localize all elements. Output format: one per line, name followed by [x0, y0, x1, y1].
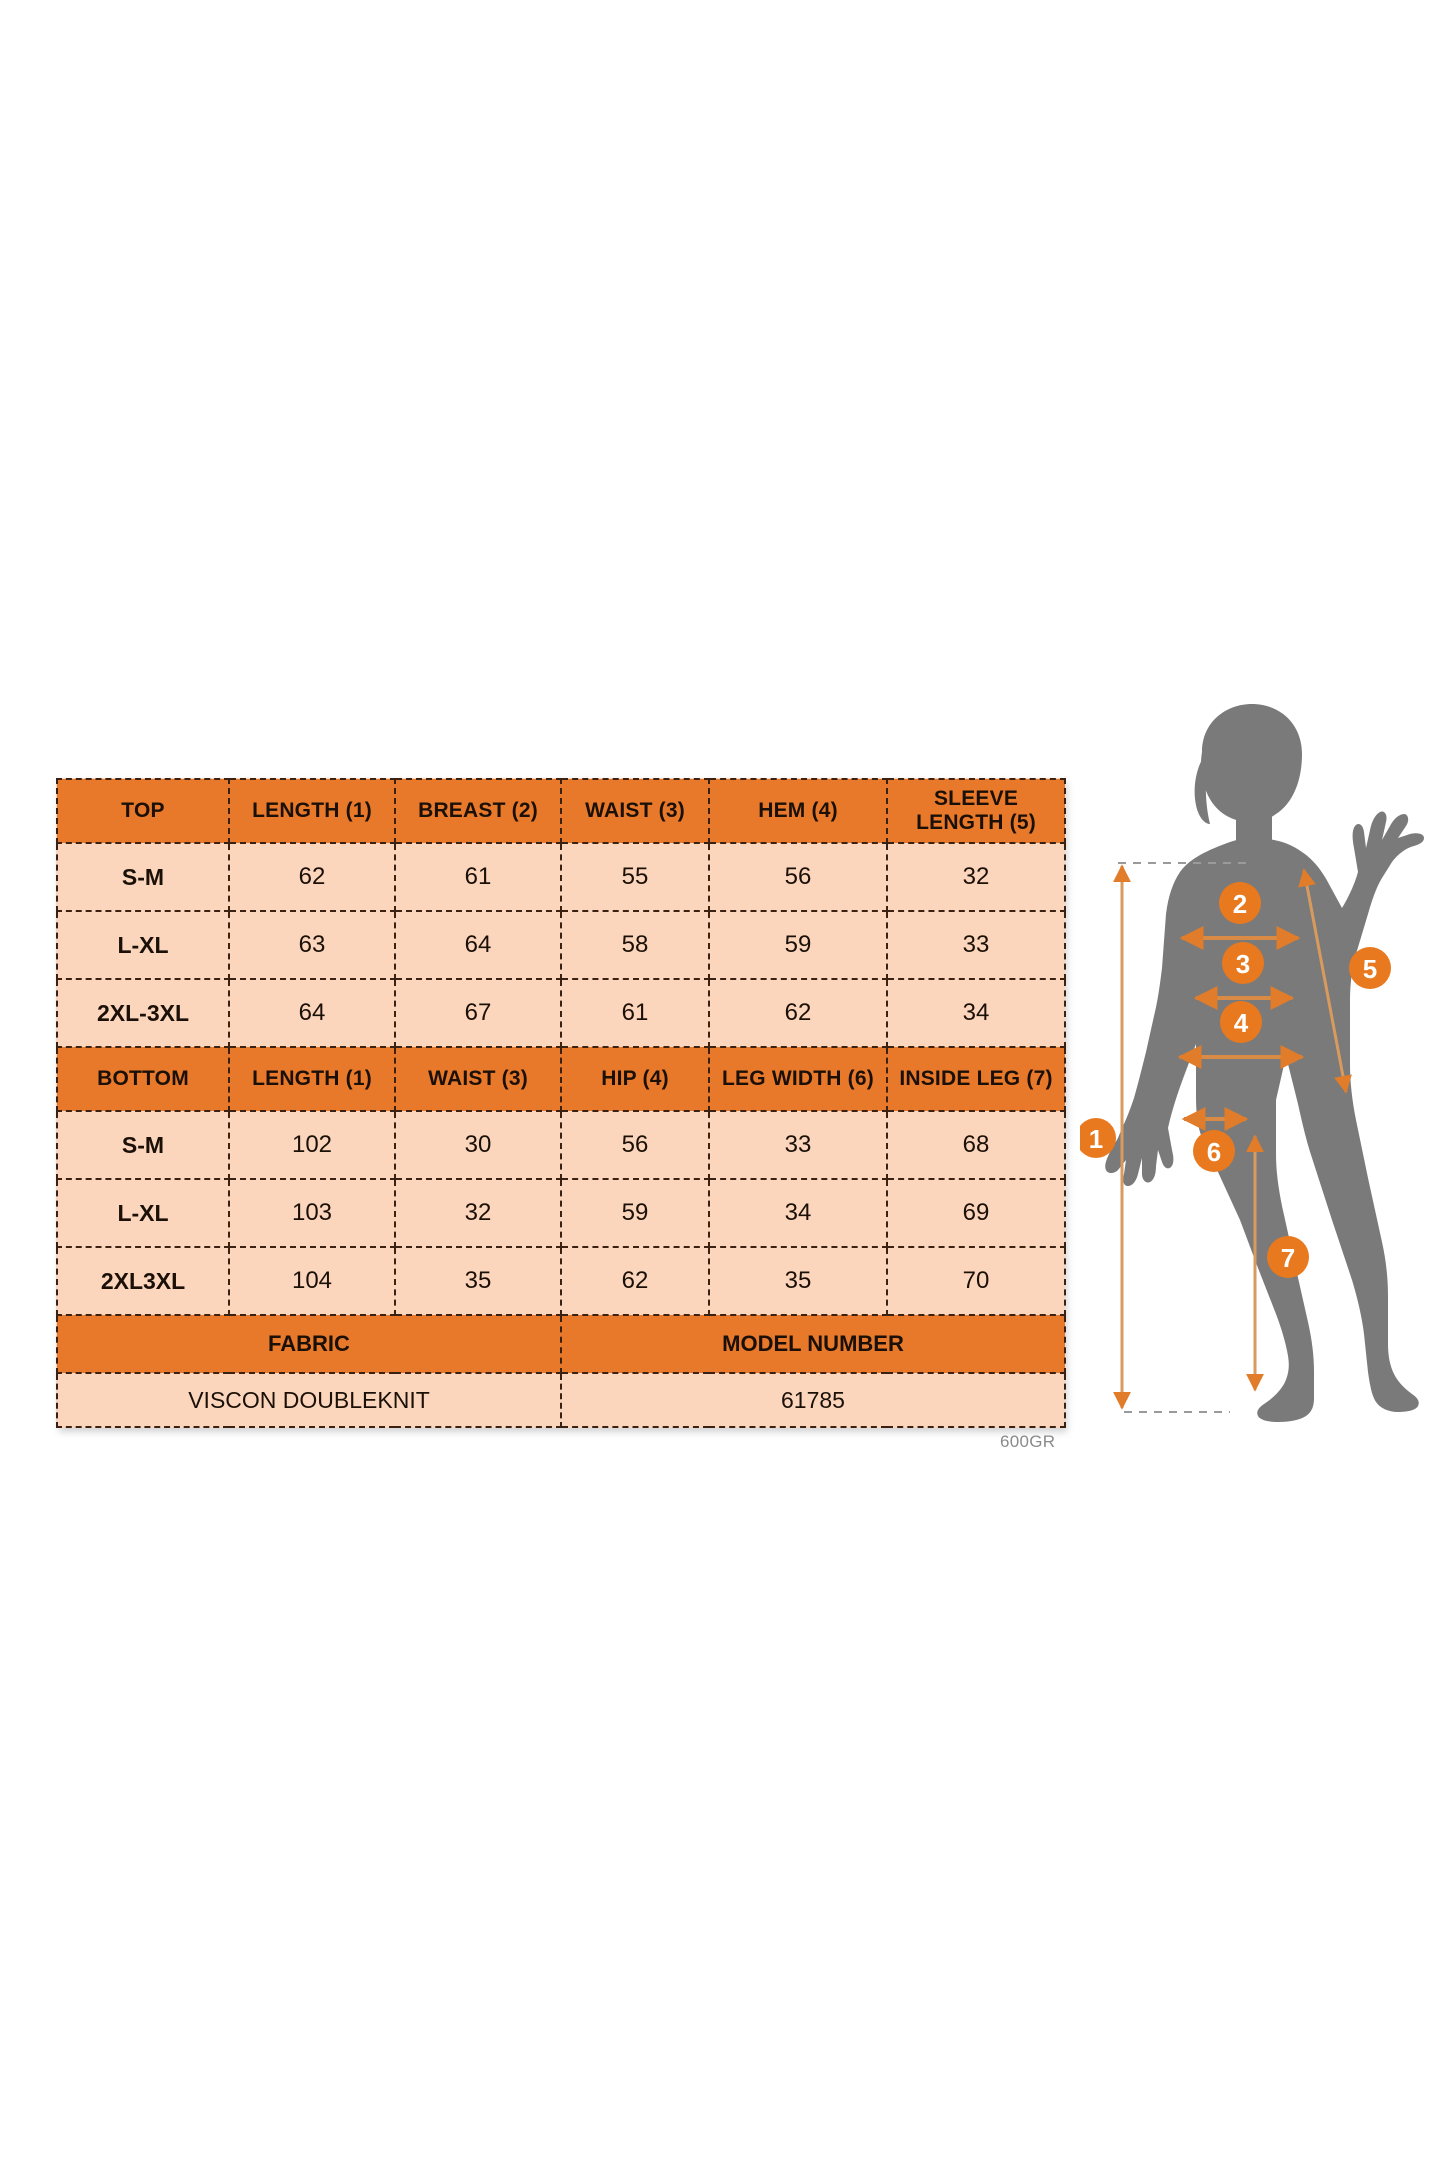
top-cell-0-2: 55	[560, 842, 710, 912]
bottom-size-label-2: 2XL3XL	[56, 1246, 230, 1316]
model-number-header: MODEL NUMBER	[560, 1314, 1066, 1374]
measure-badge-3: 3	[1222, 942, 1264, 984]
bottom-cell-2-4: 70	[886, 1246, 1066, 1316]
top-header-cell-4: HEM (4)	[708, 778, 888, 844]
table-row: L-XL 63 64 58 59 33	[56, 910, 1066, 980]
top-cell-1-0: 63	[228, 910, 396, 980]
top-cell-1-3: 59	[708, 910, 888, 980]
top-cell-2-4: 34	[886, 978, 1066, 1048]
bottom-header-cell-5: INSIDE LEG (7)	[886, 1046, 1066, 1112]
measure-badge-3-label: 3	[1236, 949, 1250, 979]
bottom-cell-0-1: 30	[394, 1110, 562, 1180]
bottom-size-label-0: S-M	[56, 1110, 230, 1180]
table-row: 2XL3XL 104 35 62 35 70	[56, 1246, 1066, 1316]
bottom-cell-1-1: 32	[394, 1178, 562, 1248]
bottom-header-cell-4: LEG WIDTH (6)	[708, 1046, 888, 1112]
bottom-cell-2-3: 35	[708, 1246, 888, 1316]
bottom-cell-2-0: 104	[228, 1246, 396, 1316]
footer-header-row: FABRIC MODEL NUMBER	[56, 1314, 1066, 1374]
bottom-cell-1-3: 34	[708, 1178, 888, 1248]
bottom-cell-0-3: 33	[708, 1110, 888, 1180]
bottom-cell-0-4: 68	[886, 1110, 1066, 1180]
bottom-header-cell-3: HIP (4)	[560, 1046, 710, 1112]
table-row: L-XL 103 32 59 34 69	[56, 1178, 1066, 1248]
top-cell-2-3: 62	[708, 978, 888, 1048]
fabric-weight-note: 600GR	[1000, 1432, 1056, 1451]
top-cell-0-4: 32	[886, 842, 1066, 912]
top-cell-0-3: 56	[708, 842, 888, 912]
female-silhouette-icon	[1105, 704, 1424, 1422]
model-number-value: 61785	[560, 1372, 1066, 1428]
top-cell-1-2: 58	[560, 910, 710, 980]
bottom-size-label-1: L-XL	[56, 1178, 230, 1248]
footer-value-row: VISCON DOUBLEKNIT 61785	[56, 1372, 1066, 1428]
measure-badge-2-label: 2	[1233, 889, 1247, 919]
bottom-cell-1-4: 69	[886, 1178, 1066, 1248]
top-cell-0-0: 62	[228, 842, 396, 912]
measure-badge-1: 1	[1080, 1118, 1116, 1158]
bottom-header-cell-1: LENGTH (1)	[228, 1046, 396, 1112]
top-header-cell-5: SLEEVE LENGTH (5)	[886, 778, 1066, 844]
top-header-cell-0: TOP	[56, 778, 230, 844]
top-cell-2-2: 61	[560, 978, 710, 1048]
fabric-header: FABRIC	[56, 1314, 562, 1374]
measure-badge-4-label: 4	[1234, 1008, 1249, 1038]
top-header-cell-1: LENGTH (1)	[228, 778, 396, 844]
measure-badge-1-label: 1	[1089, 1124, 1103, 1154]
top-header-cell-3: WAIST (3)	[560, 778, 710, 844]
measure-badge-5: 5	[1349, 947, 1391, 989]
bottom-cell-1-2: 59	[560, 1178, 710, 1248]
measurement-figure: 1 2 3 4	[1080, 700, 1440, 1440]
size-table-container: TOP LENGTH (1) BREAST (2) WAIST (3) HEM …	[56, 778, 1066, 1428]
top-cell-2-0: 64	[228, 978, 396, 1048]
table-row: S-M 102 30 56 33 68	[56, 1110, 1066, 1180]
measure-badge-4: 4	[1220, 1001, 1262, 1043]
measure-badge-6-label: 6	[1207, 1137, 1221, 1167]
table-row: 2XL-3XL 64 67 61 62 34	[56, 978, 1066, 1048]
measure-badge-2: 2	[1219, 882, 1261, 924]
measure-badge-7: 7	[1267, 1236, 1309, 1278]
measure-badge-7-label: 7	[1281, 1243, 1295, 1273]
table-row: S-M 62 61 55 56 32	[56, 842, 1066, 912]
top-header-cell-2: BREAST (2)	[394, 778, 562, 844]
top-cell-1-4: 33	[886, 910, 1066, 980]
top-cell-2-1: 67	[394, 978, 562, 1048]
top-cell-1-1: 64	[394, 910, 562, 980]
bottom-header-cell-0: BOTTOM	[56, 1046, 230, 1112]
measure-badge-5-label: 5	[1363, 954, 1377, 984]
top-size-label-1: L-XL	[56, 910, 230, 980]
top-size-label-2: 2XL-3XL	[56, 978, 230, 1048]
measure-arrow-5	[1298, 868, 1352, 1094]
bottom-header-cell-2: WAIST (3)	[394, 1046, 562, 1112]
bottom-cell-0-2: 56	[560, 1110, 710, 1180]
bottom-cell-0-0: 102	[228, 1110, 396, 1180]
bottom-cell-1-0: 103	[228, 1178, 396, 1248]
bottom-cell-2-2: 62	[560, 1246, 710, 1316]
top-header-row: TOP LENGTH (1) BREAST (2) WAIST (3) HEM …	[56, 778, 1066, 844]
top-cell-0-1: 61	[394, 842, 562, 912]
bottom-header-row: BOTTOM LENGTH (1) WAIST (3) HIP (4) LEG …	[56, 1046, 1066, 1112]
measure-badge-6: 6	[1193, 1130, 1235, 1172]
size-table: TOP LENGTH (1) BREAST (2) WAIST (3) HEM …	[56, 778, 1066, 1428]
top-size-label-0: S-M	[56, 842, 230, 912]
fabric-value: VISCON DOUBLEKNIT	[56, 1372, 562, 1428]
bottom-cell-2-1: 35	[394, 1246, 562, 1316]
